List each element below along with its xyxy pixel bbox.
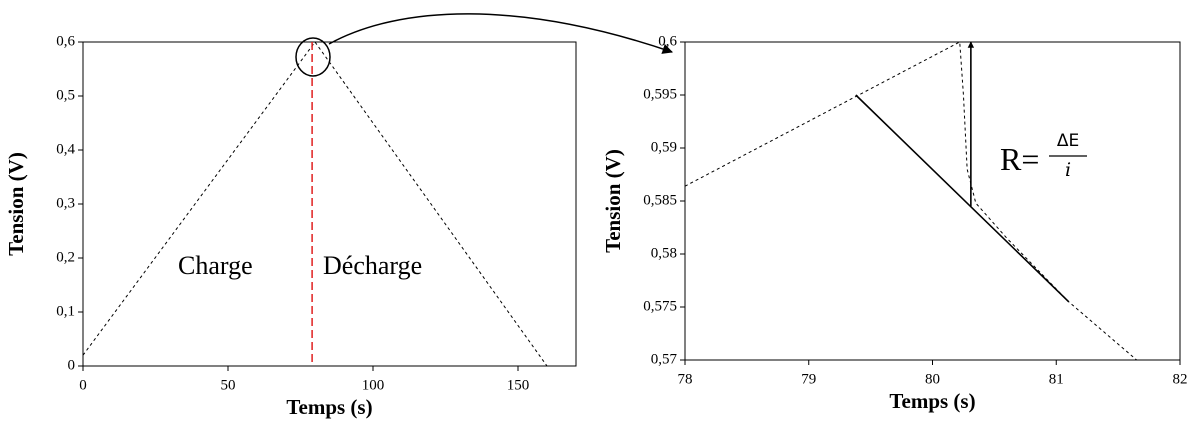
y-tick-label: 0 bbox=[68, 357, 76, 373]
plot-frame bbox=[82, 41, 577, 367]
x-tick-label: 79 bbox=[801, 371, 816, 387]
y-tick-label: 0,1 bbox=[56, 303, 75, 319]
y-tick-label: 0,59 bbox=[651, 139, 677, 155]
x-tick-label: 80 bbox=[925, 371, 940, 387]
x-tick-label: 50 bbox=[221, 377, 236, 393]
y-tick-label: 0,6 bbox=[56, 33, 75, 49]
x-tick-label: 82 bbox=[1173, 371, 1188, 387]
y-tick-label: 0,2 bbox=[56, 249, 75, 265]
data-line bbox=[684, 41, 1138, 361]
y-tick-label: 0,4 bbox=[56, 141, 75, 157]
y-tick-label: 0,58 bbox=[651, 245, 677, 261]
y-tick-label: 0,3 bbox=[56, 195, 75, 211]
y-axis-title: Tension (V) bbox=[4, 152, 28, 256]
zoom-arrow bbox=[328, 13, 673, 54]
plot-frame bbox=[684, 41, 1181, 361]
y-tick-label: 0,575 bbox=[643, 298, 677, 314]
x-axis-title: Temps (s) bbox=[889, 389, 975, 413]
x-tick-label: 0 bbox=[79, 377, 87, 393]
y-tick-label: 0,585 bbox=[643, 192, 677, 208]
x-tick-label: 150 bbox=[507, 377, 530, 393]
y-tick-label: 0,57 bbox=[651, 351, 678, 367]
zoom-circle bbox=[295, 37, 331, 77]
y-tick-label: 0,6 bbox=[658, 33, 677, 49]
x-axis-title: Temps (s) bbox=[286, 395, 372, 419]
x-tick-label: 100 bbox=[362, 377, 385, 393]
data-line bbox=[855, 94, 1070, 303]
annotation: i bbox=[1065, 159, 1071, 181]
annotation: ΔE bbox=[1057, 131, 1079, 151]
y-axis-title: Tension (V) bbox=[601, 149, 625, 253]
annotation: R= bbox=[1000, 141, 1039, 177]
x-tick-label: 78 bbox=[678, 371, 693, 387]
annotation: Charge bbox=[178, 251, 253, 280]
x-tick-label: 81 bbox=[1049, 371, 1064, 387]
data-line bbox=[82, 41, 548, 367]
annotation: Décharge bbox=[323, 251, 422, 280]
y-tick-label: 0,5 bbox=[56, 87, 75, 103]
y-tick-label: 0,595 bbox=[643, 86, 677, 102]
